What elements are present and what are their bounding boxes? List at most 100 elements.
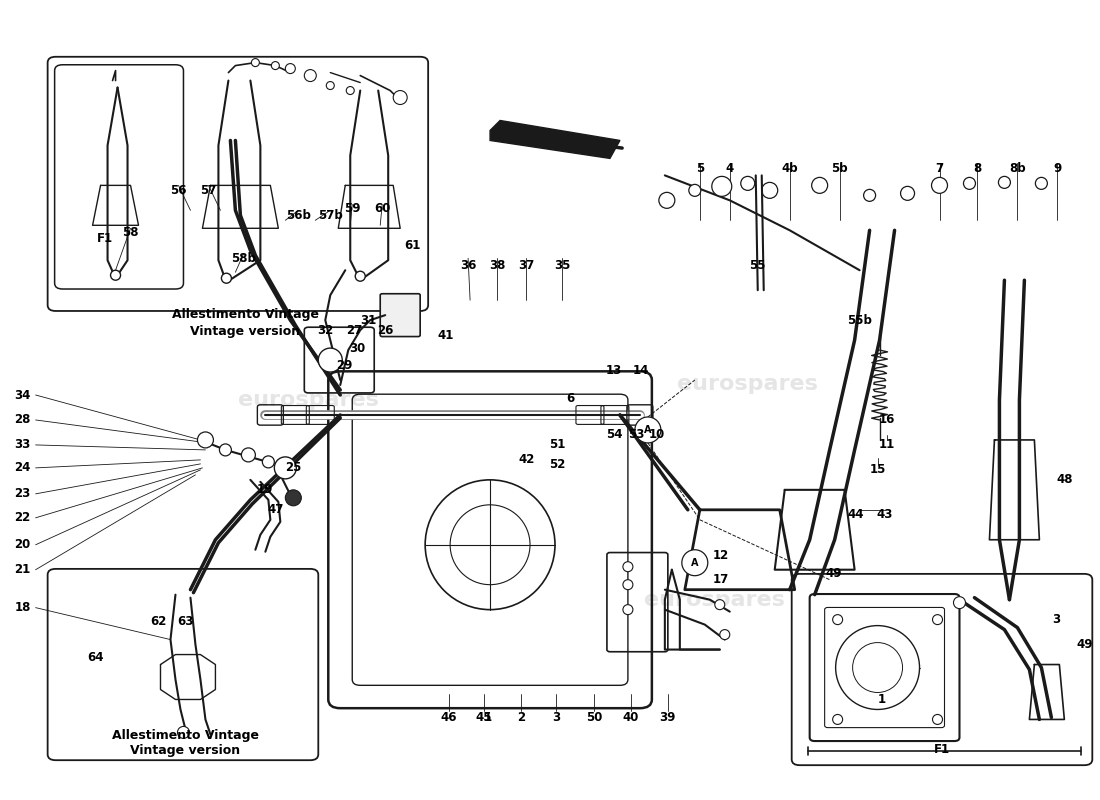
Ellipse shape — [426, 480, 556, 610]
Text: 16: 16 — [879, 414, 894, 426]
Ellipse shape — [682, 550, 707, 576]
Text: 11: 11 — [879, 438, 894, 451]
Text: 49: 49 — [1076, 638, 1092, 651]
Text: 50: 50 — [586, 711, 602, 724]
Text: eurospares: eurospares — [238, 390, 378, 410]
Text: Vintage version: Vintage version — [190, 325, 300, 338]
Text: 59: 59 — [344, 202, 361, 215]
Text: 58: 58 — [122, 226, 139, 238]
Text: eurospares: eurospares — [678, 374, 818, 394]
Text: 49: 49 — [825, 567, 842, 580]
Ellipse shape — [635, 417, 661, 443]
Ellipse shape — [933, 614, 943, 625]
Ellipse shape — [623, 605, 632, 614]
Ellipse shape — [197, 432, 213, 448]
Text: 39: 39 — [660, 711, 676, 724]
Ellipse shape — [812, 178, 827, 194]
Ellipse shape — [833, 714, 843, 725]
Text: Vintage version: Vintage version — [131, 745, 241, 758]
Ellipse shape — [954, 597, 966, 609]
Ellipse shape — [219, 444, 231, 456]
Text: 54: 54 — [606, 429, 623, 442]
Polygon shape — [491, 121, 620, 158]
Ellipse shape — [393, 90, 407, 105]
Ellipse shape — [285, 63, 295, 74]
Text: 57: 57 — [200, 184, 217, 197]
Ellipse shape — [355, 271, 365, 282]
Text: 8b: 8b — [1009, 162, 1025, 175]
Text: 26: 26 — [377, 324, 394, 337]
Text: 55b: 55b — [847, 314, 872, 326]
Text: 52: 52 — [549, 458, 565, 471]
Text: 3: 3 — [1053, 613, 1060, 626]
Text: F1: F1 — [934, 743, 949, 756]
Text: 47: 47 — [267, 503, 284, 516]
Text: 27: 27 — [346, 324, 362, 337]
Ellipse shape — [836, 626, 920, 710]
Text: 30: 30 — [349, 342, 365, 354]
Ellipse shape — [450, 505, 530, 585]
Text: 14: 14 — [632, 363, 649, 377]
Ellipse shape — [111, 270, 121, 280]
Text: 56b: 56b — [286, 209, 311, 222]
Text: 32: 32 — [317, 324, 333, 337]
Ellipse shape — [689, 184, 701, 196]
Text: 44: 44 — [847, 508, 864, 522]
Text: Allestimento Vintage: Allestimento Vintage — [172, 308, 319, 321]
Ellipse shape — [221, 274, 231, 283]
Ellipse shape — [864, 190, 876, 202]
Ellipse shape — [623, 562, 632, 572]
Text: 24: 24 — [14, 462, 31, 474]
Ellipse shape — [901, 186, 914, 200]
Text: 1: 1 — [484, 711, 492, 724]
Text: 60: 60 — [374, 202, 390, 215]
Text: 41: 41 — [437, 329, 453, 342]
Text: 7: 7 — [935, 162, 944, 175]
FancyBboxPatch shape — [381, 294, 420, 337]
Text: 58b: 58b — [231, 252, 256, 265]
Ellipse shape — [285, 490, 301, 506]
Ellipse shape — [933, 714, 943, 725]
Text: 23: 23 — [14, 487, 31, 500]
Text: 42: 42 — [519, 454, 536, 466]
Ellipse shape — [761, 182, 778, 198]
Text: 13: 13 — [606, 363, 621, 377]
Ellipse shape — [623, 580, 632, 590]
Text: A: A — [645, 425, 651, 435]
Text: A: A — [691, 558, 698, 568]
Text: 18: 18 — [14, 601, 31, 614]
Ellipse shape — [712, 176, 732, 196]
Text: 57b: 57b — [318, 209, 343, 222]
Text: 10: 10 — [649, 429, 666, 442]
Text: 38: 38 — [488, 258, 505, 272]
Ellipse shape — [1035, 178, 1047, 190]
Ellipse shape — [274, 457, 296, 479]
Text: 3: 3 — [552, 711, 560, 724]
Ellipse shape — [833, 614, 843, 625]
Text: 6: 6 — [565, 391, 574, 405]
Text: 48: 48 — [1056, 474, 1072, 486]
Text: 64: 64 — [87, 651, 103, 664]
Ellipse shape — [272, 62, 279, 70]
Ellipse shape — [852, 642, 903, 693]
Ellipse shape — [715, 600, 725, 610]
Text: 22: 22 — [14, 511, 31, 524]
Ellipse shape — [263, 456, 274, 468]
Text: Allestimento Vintage: Allestimento Vintage — [112, 730, 258, 742]
Text: 55: 55 — [749, 258, 766, 272]
Text: 40: 40 — [623, 711, 639, 724]
Ellipse shape — [964, 178, 976, 190]
Ellipse shape — [252, 58, 260, 66]
Text: 29: 29 — [337, 358, 352, 371]
Ellipse shape — [241, 448, 255, 462]
Text: 43: 43 — [877, 508, 893, 522]
Ellipse shape — [346, 86, 354, 94]
Text: 20: 20 — [14, 538, 31, 551]
Ellipse shape — [932, 178, 947, 194]
Text: 28: 28 — [14, 414, 31, 426]
Text: 21: 21 — [14, 563, 31, 576]
Ellipse shape — [659, 192, 674, 208]
Text: 46: 46 — [441, 711, 458, 724]
Text: 53: 53 — [628, 429, 645, 442]
Text: 45: 45 — [476, 711, 493, 724]
